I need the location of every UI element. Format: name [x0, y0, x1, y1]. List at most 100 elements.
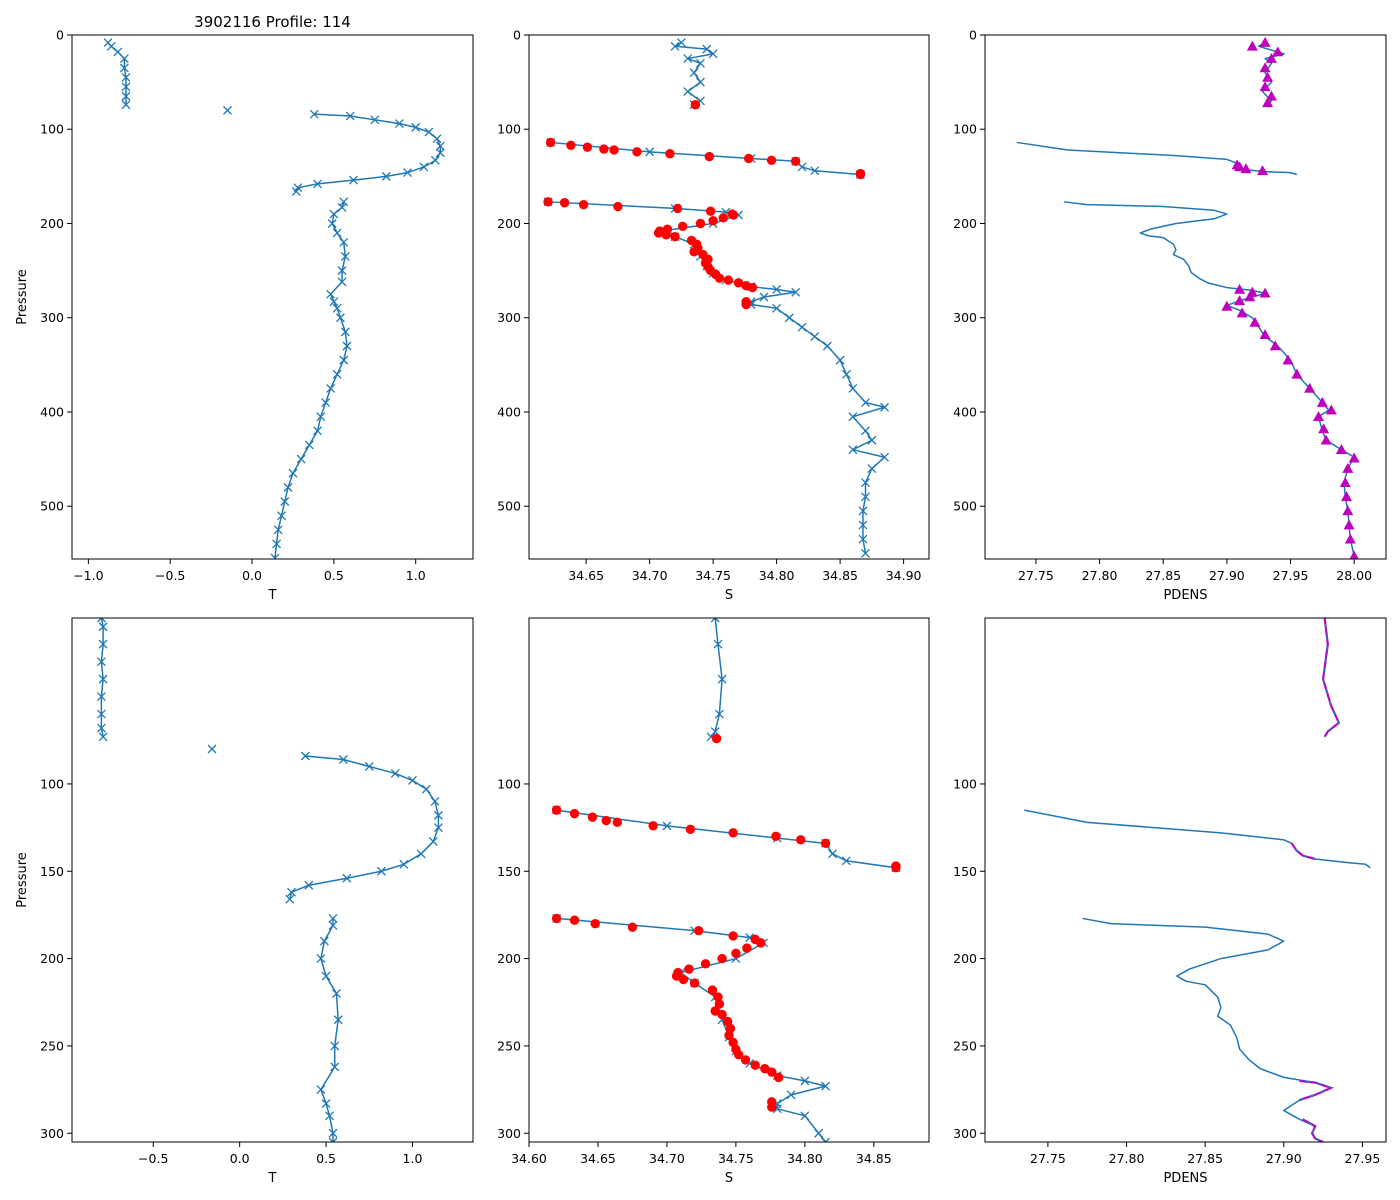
flagged-point [704, 151, 715, 162]
plot-area [551, 618, 901, 1142]
data-point-x [327, 219, 337, 228]
x-tick-label: 27.80 [1082, 568, 1118, 583]
data-point-x [340, 252, 350, 261]
x-tick-label: 27.95 [1273, 568, 1309, 583]
flagged-point [1344, 533, 1356, 544]
flagged-point [1272, 46, 1284, 57]
y-tick-label: 500 [953, 499, 977, 514]
x-tick-label: −1.0 [73, 568, 103, 583]
flagged-point [711, 733, 722, 744]
data-point-x [333, 1015, 343, 1025]
data-point-x [662, 821, 672, 831]
y-tick-label: 0 [513, 28, 521, 43]
series-line-1 [674, 41, 714, 106]
x-tick-label: 28.00 [1336, 568, 1372, 583]
x-axis-label: T [268, 1171, 277, 1186]
data-point-x [326, 383, 336, 393]
flagged-point [661, 230, 671, 240]
x-axis-label: PDENS [1163, 1171, 1207, 1186]
axes-frame [528, 34, 930, 560]
flagged-point [551, 805, 562, 815]
data-point-x [861, 478, 870, 488]
flagged-point [551, 913, 562, 924]
plot-area [1024, 618, 1371, 1142]
data-point-x [821, 1081, 831, 1091]
flagged-point [747, 282, 758, 293]
y-tick-label: 100 [953, 122, 977, 137]
data-point-x [121, 91, 131, 101]
flagged-point [717, 1009, 727, 1020]
x-tick-label: 34.80 [759, 568, 795, 583]
flagged-point [632, 147, 642, 157]
data-point-x [316, 412, 326, 422]
flagged-segment-overlay-2 [1290, 842, 1316, 860]
y-tick-label: 300 [497, 310, 521, 325]
flagged-segment-2 [1290, 842, 1316, 861]
flagged-point [587, 812, 598, 822]
flagged-point [728, 210, 739, 220]
flagged-point [733, 1049, 744, 1060]
plot-area [96, 618, 443, 1142]
data-point-x [858, 520, 868, 530]
data-point-x [288, 468, 298, 478]
flagged-segment-overlay-4 [1302, 1118, 1324, 1142]
data-point-x [797, 322, 807, 332]
series-line-3 [1082, 917, 1332, 1142]
data-point-x [800, 1111, 810, 1121]
x-tick-label: −0.5 [138, 1151, 168, 1166]
data-point-x [309, 109, 319, 119]
y-tick-label: 0 [969, 28, 977, 43]
data-point-x [835, 355, 845, 365]
y-tick-label: 200 [497, 951, 521, 966]
data-point-x [345, 111, 355, 121]
flagged-point [1291, 368, 1303, 379]
data-point-x [861, 548, 870, 558]
series-line-4 [274, 201, 348, 559]
data-point-x [683, 87, 693, 97]
data-point-x [332, 228, 342, 238]
y-tick-label: 300 [953, 1126, 977, 1141]
x-tick-label: 27.85 [1187, 1151, 1223, 1166]
flagged-point [718, 213, 728, 223]
subplot-6: 27.75 27.80 27.85 27.90 27.95 100 150 200 250 300… [953, 617, 1387, 1186]
data-point-x [858, 506, 868, 516]
series-line-3 [1063, 201, 1355, 557]
flagged-point [685, 824, 696, 835]
x-tick-label: 0.5 [324, 568, 344, 583]
y-tick-label: 200 [40, 951, 64, 966]
data-point-x [381, 171, 391, 181]
y-axis-label: Pressure [15, 269, 30, 325]
flagged-point [1335, 444, 1347, 454]
flagged-point [1259, 329, 1271, 339]
axes-frame [528, 617, 930, 1143]
flagged-point [855, 169, 866, 180]
flagged-point [695, 218, 706, 229]
data-point-x [432, 134, 442, 144]
series-line-3 [556, 917, 827, 1142]
x-tick-label: 0.0 [242, 568, 262, 583]
data-point-x [370, 115, 380, 125]
data-point-x [280, 497, 290, 506]
data-point-x [435, 148, 445, 158]
flagged-point [773, 1072, 784, 1083]
axes-frame [71, 617, 474, 1143]
flagged-point [689, 247, 699, 257]
flagged-point [891, 863, 901, 873]
flagged-point [820, 838, 831, 849]
data-point-x [273, 525, 283, 535]
y-tick-label: 300 [40, 1126, 64, 1141]
data-point-x [328, 1137, 338, 1142]
data-point-x [710, 618, 720, 623]
data-point-x [814, 1128, 824, 1138]
x-tick-label: 34.70 [632, 568, 668, 583]
data-point-x [98, 639, 108, 649]
flagged-point [677, 221, 688, 232]
data-point-x [821, 1137, 831, 1142]
data-point-x [428, 837, 438, 847]
y-tick-label: 0 [56, 28, 64, 43]
data-point-x [858, 534, 868, 544]
data-point-x [328, 913, 338, 923]
data-point-x [822, 341, 832, 351]
data-point-x [304, 880, 314, 890]
flagged-point [705, 206, 716, 216]
